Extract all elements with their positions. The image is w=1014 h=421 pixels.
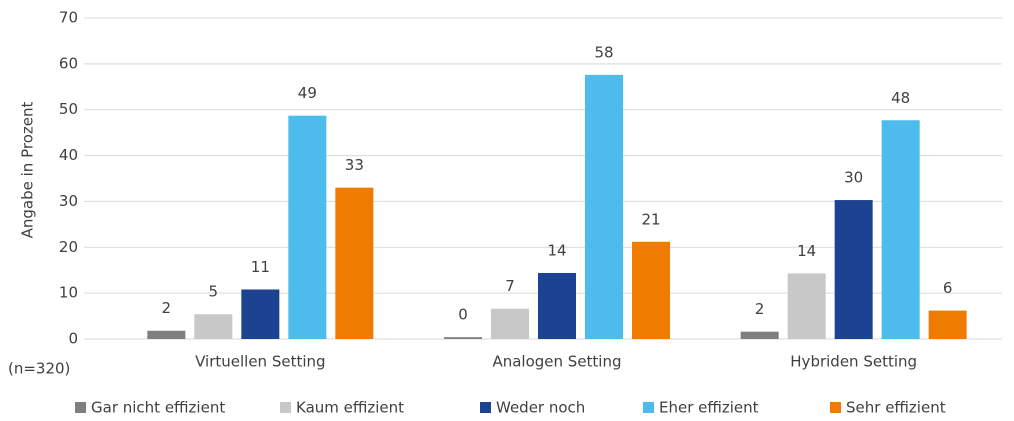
- data-label: 2: [162, 299, 172, 317]
- legend-label: Weder noch: [496, 399, 585, 417]
- legend-swatch: [830, 402, 841, 413]
- bar: [834, 200, 873, 339]
- bar: [740, 331, 779, 339]
- bar: [444, 337, 482, 339]
- y-axis-label: Angabe in Prozent: [19, 102, 37, 239]
- bar: [787, 273, 826, 339]
- legend-swatch: [643, 402, 654, 413]
- y-tick-label: 10: [59, 284, 78, 302]
- data-label: 5: [209, 283, 219, 301]
- x-tick-label: Hybriden Setting: [790, 353, 917, 371]
- bar: [288, 115, 327, 339]
- legend-label: Sehr effizient: [846, 399, 946, 417]
- x-tick-label: Virtuellen Setting: [195, 353, 325, 371]
- data-label: 21: [641, 210, 660, 228]
- legend-label: Eher effizient: [659, 399, 759, 417]
- bar: [632, 241, 670, 339]
- bar: [335, 187, 374, 339]
- data-label: 0: [458, 306, 468, 324]
- y-tick-label: 70: [59, 9, 78, 27]
- data-label: 7: [505, 277, 515, 295]
- bar: [491, 308, 529, 339]
- data-label: 33: [345, 156, 364, 174]
- data-label: 49: [298, 84, 317, 102]
- data-label: 2: [755, 300, 765, 318]
- y-tick-label: 20: [59, 238, 78, 256]
- legend-swatch: [75, 402, 86, 413]
- legend-swatch: [280, 402, 291, 413]
- bar: [928, 310, 967, 339]
- annotation: (n=320): [8, 360, 70, 378]
- y-tick-label: 40: [59, 146, 78, 164]
- data-label: 14: [547, 241, 566, 259]
- bar: [538, 272, 576, 339]
- y-tick-label: 50: [59, 100, 78, 118]
- y-tick-label: 60: [59, 54, 78, 72]
- bar: [241, 289, 280, 339]
- bar: [585, 74, 623, 339]
- data-label: 30: [844, 169, 863, 187]
- data-label: 6: [943, 279, 953, 297]
- y-tick-label: 30: [59, 192, 78, 210]
- data-label: 14: [797, 242, 816, 260]
- legend-swatch: [480, 402, 491, 413]
- data-label: 11: [251, 258, 270, 276]
- legend-label: Gar nicht effizient: [91, 399, 225, 417]
- data-label: 48: [891, 89, 910, 107]
- legend-label: Kaum effizient: [296, 399, 404, 417]
- bar: [147, 330, 186, 339]
- x-tick-label: Analogen Setting: [492, 353, 621, 371]
- bar: [881, 120, 920, 339]
- bar: [194, 314, 233, 339]
- data-label: 58: [594, 43, 613, 61]
- y-tick-label: 0: [68, 330, 78, 348]
